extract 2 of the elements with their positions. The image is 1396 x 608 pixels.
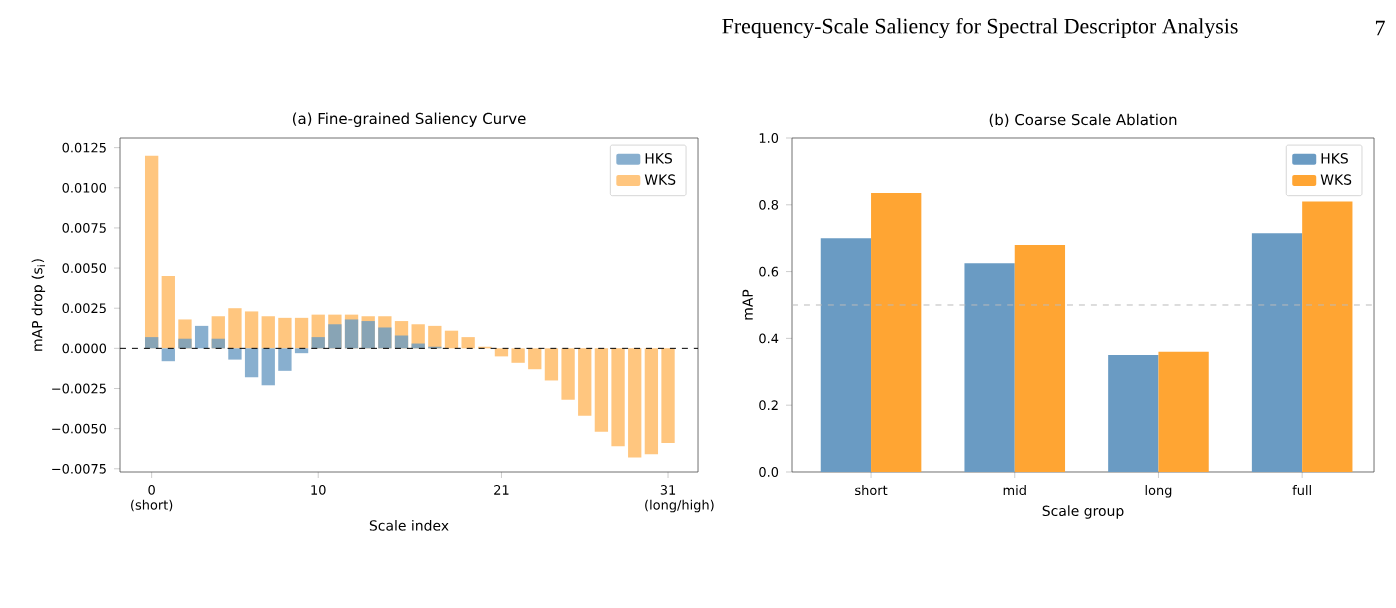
text: 7: [1375, 20, 1385, 36]
text: Frequency-Scale Saliency for Spectral Descriptor Analysis: [722, 17, 1238, 39]
